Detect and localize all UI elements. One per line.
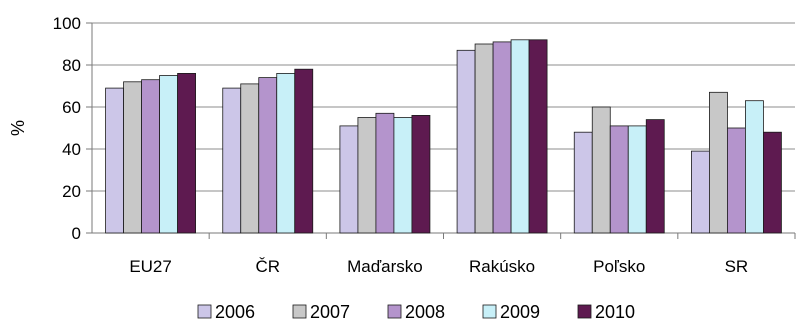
y-tick-label: 100	[53, 14, 81, 33]
legend-swatch	[292, 304, 307, 319]
bar-2008-EU27	[141, 79, 160, 234]
bar-2007-ČR	[240, 83, 260, 234]
bar-2007-EU27	[123, 81, 142, 234]
bar-2006-ČR	[222, 87, 242, 234]
category-label: SR	[725, 257, 749, 276]
bar-2010-EU27	[177, 73, 196, 234]
axis-labels: 0 20 40 60 80 100 EU27 ČR Maďarsko Rakúsko Poľsko S…	[53, 14, 749, 276]
legend-swatch	[577, 304, 592, 319]
bar-2007-SR	[709, 91, 728, 234]
bar-2010-Maďarsko	[411, 115, 431, 234]
legend-label: 2008	[405, 302, 445, 322]
bar-2008-ČR	[258, 77, 278, 234]
y-tick-label: 0	[72, 224, 81, 243]
category-label: Rakúsko	[469, 257, 535, 276]
bar-2010-SR	[763, 131, 782, 234]
bar-2009-Maďarsko	[393, 117, 413, 234]
bar-2009-SR	[745, 100, 764, 234]
legend: 2006 2007 2008 2009 2010	[197, 302, 635, 322]
y-tick-label: 40	[62, 140, 81, 159]
category-label: Poľsko	[593, 257, 645, 276]
bar-2009-Poľsko	[627, 125, 647, 234]
category-label: Maďarsko	[347, 257, 423, 276]
bar-2006-Rakúsko	[456, 49, 476, 234]
legend-swatch	[197, 304, 212, 319]
legend-label: 2006	[215, 302, 255, 322]
bar-2008-Poľsko	[609, 125, 629, 234]
legend-label: 2010	[595, 302, 635, 322]
bar-2006-SR	[691, 150, 710, 234]
bar-2007-Rakúsko	[474, 43, 494, 234]
legend-label: 2007	[310, 302, 350, 322]
bar-2006-Poľsko	[573, 131, 593, 234]
bar-2010-Rakúsko	[528, 39, 548, 234]
bar-2008-SR	[727, 127, 746, 234]
category-label: ČR	[255, 257, 280, 276]
y-axis-title: %	[8, 120, 28, 136]
y-tick-label: 80	[62, 56, 81, 75]
legend-swatch	[482, 304, 497, 319]
bar-2008-Rakúsko	[492, 41, 512, 234]
bar-2009-Rakúsko	[510, 39, 530, 234]
bar-2007-Poľsko	[591, 106, 611, 234]
y-tick-label: 60	[62, 98, 81, 117]
bar-2008-Maďarsko	[375, 112, 395, 234]
bars	[105, 39, 782, 234]
gridlines	[92, 22, 795, 192]
bar-2010-Poľsko	[645, 119, 665, 234]
legend-swatch	[387, 304, 402, 319]
bar-2007-Maďarsko	[357, 117, 377, 234]
bar-2009-EU27	[159, 75, 178, 234]
category-label: EU27	[129, 257, 172, 276]
legend-label: 2009	[500, 302, 540, 322]
axes	[86, 22, 796, 239]
bar-2006-Maďarsko	[339, 125, 359, 234]
bar-2006-EU27	[105, 87, 124, 234]
bar-2009-ČR	[276, 73, 296, 234]
bar-2010-ČR	[294, 68, 314, 234]
y-tick-label: 20	[62, 182, 81, 201]
